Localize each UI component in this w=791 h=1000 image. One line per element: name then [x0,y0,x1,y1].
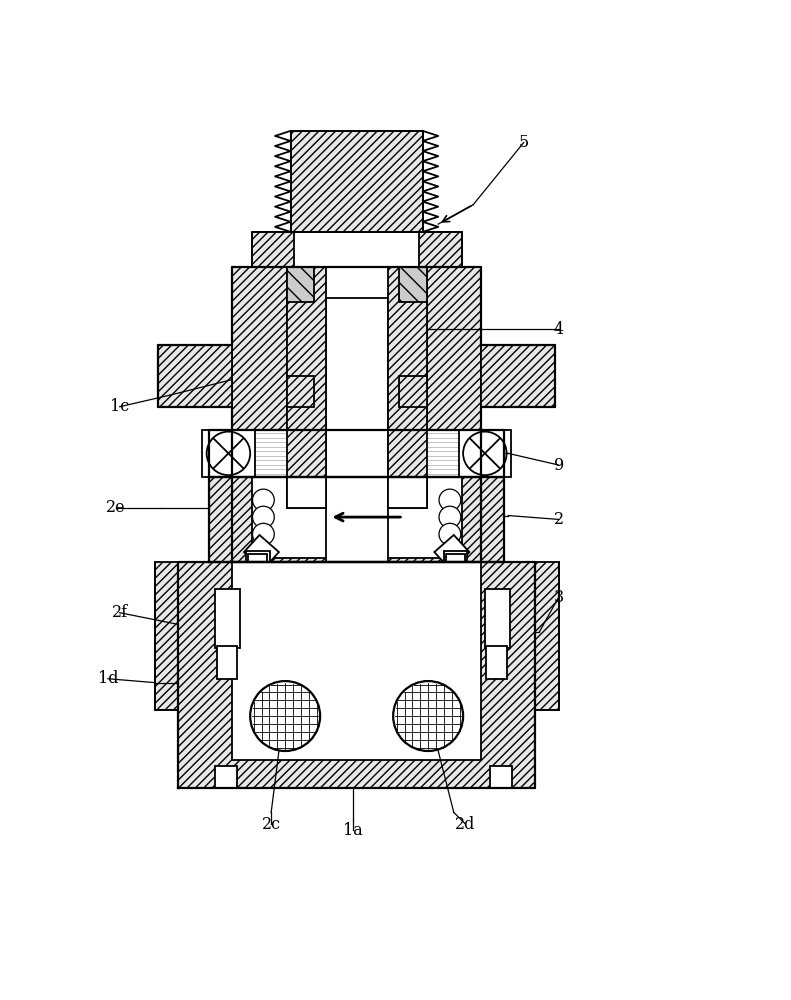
Bar [202,430,255,477]
Bar [490,766,512,788]
Bar [233,562,481,760]
Bar [215,766,237,788]
Bar [178,562,536,788]
Text: 1a: 1a [343,822,362,839]
Text: 3: 3 [554,589,564,606]
Bar [246,551,270,562]
Polygon shape [393,681,463,751]
Text: 1d: 1d [98,670,118,687]
Text: 2f: 2f [112,604,127,621]
Bar [286,477,326,508]
Circle shape [206,432,250,475]
Text: 2d: 2d [456,816,475,833]
Circle shape [252,506,274,528]
Text: 1c: 1c [110,398,129,415]
Text: 9: 9 [554,457,564,474]
Circle shape [439,489,461,511]
Bar [536,562,558,710]
Bar [286,376,314,407]
Bar [294,267,418,399]
Text: 4: 4 [554,321,564,338]
Bar [154,562,178,710]
Bar [286,267,426,508]
Circle shape [252,489,274,511]
Bar [233,267,481,562]
Bar [248,554,267,562]
Bar [446,554,465,562]
Bar [294,232,418,267]
Text: 2: 2 [554,511,564,528]
Circle shape [439,523,461,545]
Bar [286,267,314,302]
Polygon shape [434,535,469,561]
Bar [209,477,505,562]
Polygon shape [244,535,279,561]
Bar [215,589,240,648]
Bar [399,376,426,407]
Bar [286,267,326,477]
Bar [399,267,426,302]
Bar [388,267,426,477]
Bar [459,430,511,477]
Bar [486,646,506,679]
Bar [485,589,509,648]
Bar [444,551,467,562]
Bar [158,345,233,407]
Circle shape [252,523,274,545]
Bar [388,477,426,508]
Bar [290,131,422,232]
Bar [252,477,462,558]
Circle shape [439,506,461,528]
Text: 2c: 2c [262,816,281,833]
Text: 5: 5 [519,134,529,151]
Bar [217,646,237,679]
Polygon shape [250,681,320,751]
Circle shape [463,432,506,475]
Bar [286,477,326,508]
Bar [248,430,465,477]
Bar [252,232,462,267]
Bar [481,345,554,407]
Bar [388,477,426,508]
Text: 2e: 2e [106,499,126,516]
Bar [209,430,505,477]
Bar [326,298,388,562]
